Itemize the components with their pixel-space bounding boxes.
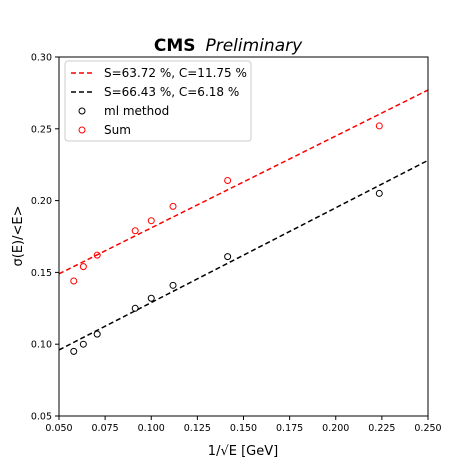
sum-point [147, 217, 155, 225]
fit-line-black [58, 159, 429, 351]
y-tick-label: 0.10 [31, 340, 52, 351]
x-tick-label: 0.225 [368, 423, 395, 434]
ml-method-point [169, 281, 177, 289]
ml-method-point [70, 347, 78, 355]
sum-point [93, 251, 101, 259]
y-tick-label: 0.15 [31, 268, 52, 279]
legend: S=63.72 %, C=11.75 % S=66.43 %, C=6.18 %… [64, 60, 252, 142]
legend-fit-black-label: S=66.43 %, C=6.18 % [104, 85, 239, 99]
sum-point [70, 277, 78, 285]
ml-method-point [79, 340, 87, 348]
ml-method-point [224, 253, 232, 261]
sum-point [169, 202, 177, 210]
data-markers [70, 122, 383, 355]
x-tick-label: 0.200 [322, 423, 349, 434]
sum-point [79, 263, 87, 271]
y-axis-ticks: 0.05 0.10 0.15 0.20 0.25 0.30 [31, 53, 59, 423]
y-axis-label: σ(E)/<E> [11, 206, 26, 267]
ml-method-point [131, 304, 139, 312]
y-tick-label: 0.25 [31, 124, 52, 135]
x-tick-label: 0.050 [45, 423, 72, 434]
y-tick-label: 0.05 [31, 412, 52, 423]
y-tick-label: 0.20 [31, 196, 52, 207]
x-tick-label: 0.250 [414, 423, 441, 434]
x-tick-label: 0.100 [138, 423, 165, 434]
ml-method-point [375, 189, 383, 197]
ml-method-point [93, 330, 101, 338]
ml-method-point [147, 294, 155, 302]
legend-ml-marker [78, 107, 86, 115]
legend-sum-label: Sum [104, 123, 131, 137]
fit-line-red [58, 89, 429, 275]
legend-fit-red-label: S=63.72 %, C=11.75 % [104, 66, 247, 80]
x-tick-label: 0.175 [276, 423, 303, 434]
legend-frame [64, 60, 252, 142]
legend-ml-label: ml method [104, 104, 169, 118]
x-tick-label: 0.075 [92, 423, 119, 434]
y-tick-label: 0.30 [31, 53, 52, 64]
sum-point [131, 227, 139, 235]
sum-point [224, 176, 232, 184]
chart-title-italic: Preliminary [205, 36, 303, 56]
x-tick-label: 0.125 [184, 423, 211, 434]
legend-sum-marker [78, 126, 86, 134]
x-axis-ticks: 0.050 0.075 0.100 0.125 0.150 0.175 0.200 0.225… [45, 416, 442, 434]
chart-title-bold: CMS [154, 36, 196, 56]
fit-lines [58, 89, 429, 351]
sum-point [375, 122, 383, 130]
chart-title: CMS Preliminary [154, 36, 303, 56]
x-tick-label: 0.150 [230, 423, 257, 434]
x-axis-label: 1/√E [GeV] [208, 444, 278, 459]
